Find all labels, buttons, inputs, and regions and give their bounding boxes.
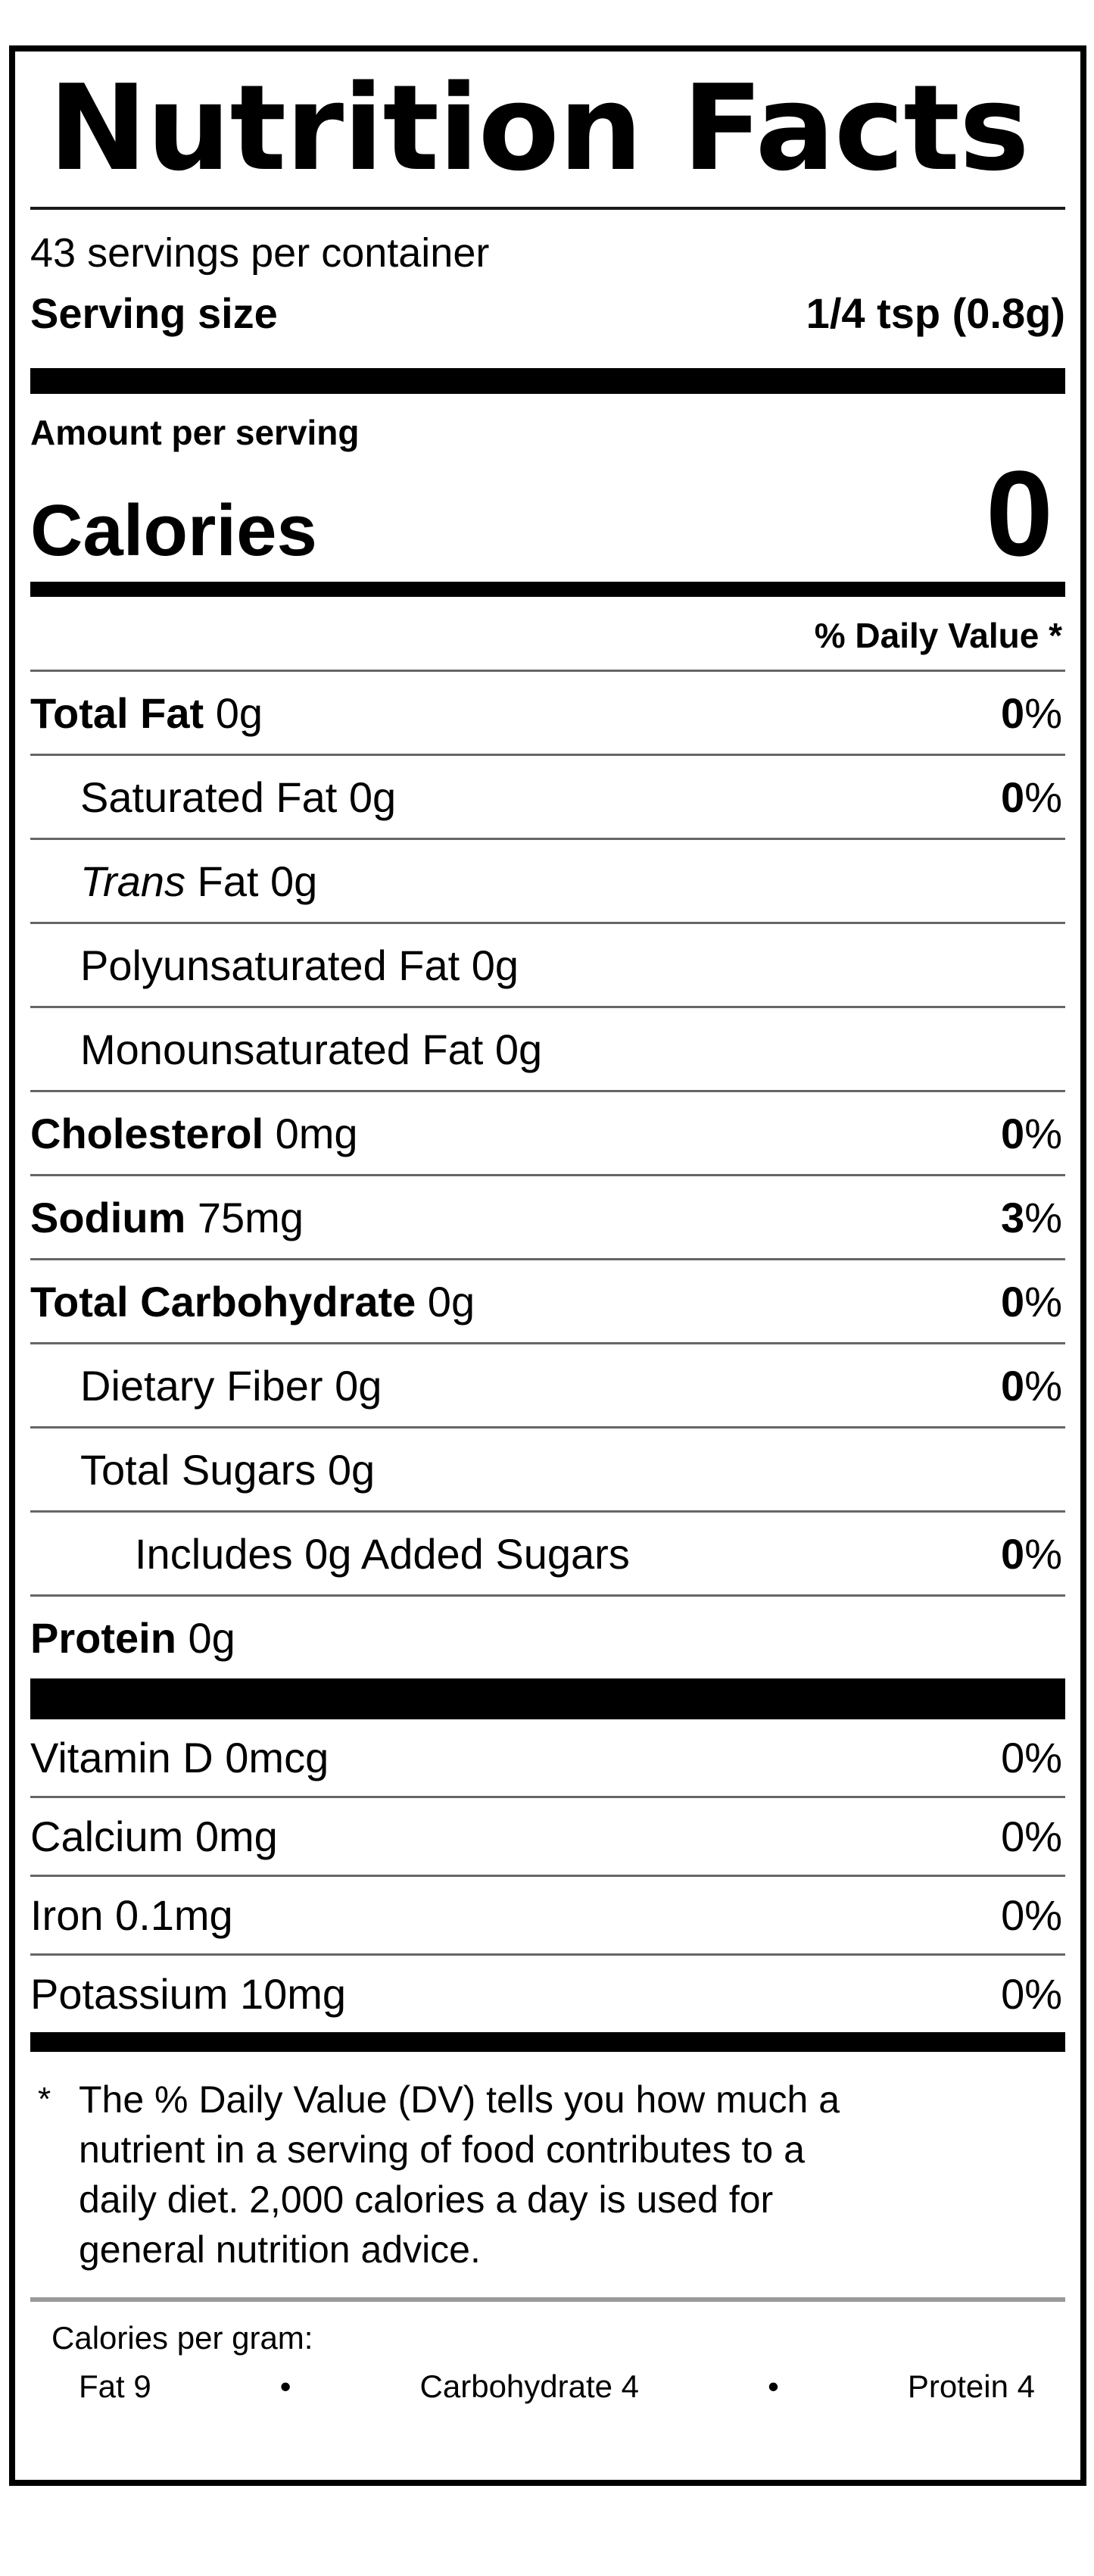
row-added-sugars: Includes 0g Added Sugars 0% xyxy=(30,1513,1065,1597)
row-protein: Protein 0g xyxy=(30,1613,235,1662)
row-monounsaturated-fat: Monounsaturated Fat 0g xyxy=(30,1008,1065,1093)
calories-label: Calories xyxy=(30,489,317,571)
row-total-carbohydrate: Total Carbohydrate 0g 0% xyxy=(30,1260,1065,1345)
row-dietary-fiber: Dietary Fiber 0g 0% xyxy=(30,1344,1065,1429)
divider-bar-protein xyxy=(30,1678,1065,1720)
dv-sodium: 3% xyxy=(1001,1193,1062,1241)
divider-bar-thick xyxy=(30,367,1065,394)
label-title: Nutrition Facts xyxy=(48,59,1030,197)
footnote-line: daily diet. 2,000 calories a day is used… xyxy=(79,2178,774,2222)
dv-total-carbohydrate: 0% xyxy=(1001,1277,1062,1325)
serving-size-label: Serving size xyxy=(30,289,278,337)
serving-size-value: 1/4 tsp (0.8g) xyxy=(806,289,1065,337)
row-total-fat: Total Fat 0g 0% xyxy=(30,672,1065,757)
row-saturated-fat: Saturated Fat 0g 0% xyxy=(30,756,1065,841)
bullet-icon: • xyxy=(279,2368,291,2405)
dv-iron: 0% xyxy=(1001,1891,1062,1940)
calories-row: Calories 0 xyxy=(30,445,1065,581)
dv-calcium: 0% xyxy=(1001,1813,1062,1861)
bullet-icon: • xyxy=(768,2368,779,2405)
footnote-line: The % Daily Value (DV) tells you how muc… xyxy=(79,2078,840,2122)
row-potassium: Potassium 10mg 0% xyxy=(30,1956,1065,2032)
footnote-line: general nutrition advice. xyxy=(79,2228,481,2272)
row-calcium: Calcium 0mg 0% xyxy=(30,1798,1065,1878)
row-cholesterol: Cholesterol 0mg 0% xyxy=(30,1092,1065,1177)
dv-added-sugars: 0% xyxy=(1001,1529,1062,1578)
cpg-carbohydrate: Carbohydrate 4 xyxy=(419,2368,640,2405)
nutrition-facts-label: Nutrition Facts 43 servings per containe… xyxy=(9,45,1086,2486)
calories-value: 0 xyxy=(986,445,1053,581)
calories-per-gram-row: Fat 9 • Carbohydrate 4 • Protein 4 xyxy=(30,2368,1065,2405)
daily-value-header: % Daily Value * xyxy=(30,597,1065,673)
row-vitamin-d: Vitamin D 0mcg 0% xyxy=(30,1719,1065,1799)
footnote-asterisk: * xyxy=(38,2081,51,2119)
amount-per-serving: Amount per serving xyxy=(30,412,360,452)
footnote-divider xyxy=(30,2297,1065,2303)
title-divider xyxy=(30,206,1065,210)
serving-size-row: Serving size 1/4 tsp (0.8g) xyxy=(30,289,1065,338)
dv-cholesterol: 0% xyxy=(1001,1109,1062,1157)
servings-per-container: 43 servings per container xyxy=(30,229,490,276)
dv-potassium: 0% xyxy=(1001,1970,1062,2019)
cpg-protein: Protein 4 xyxy=(907,2368,1035,2405)
row-iron: Iron 0.1mg 0% xyxy=(30,1877,1065,1956)
divider-bar-footnote xyxy=(30,2032,1065,2053)
row-trans-fat: Trans Fat 0g xyxy=(30,840,1065,925)
row-polyunsaturated-fat: Polyunsaturated Fat 0g xyxy=(30,924,1065,1009)
calories-per-gram-label: Calories per gram: xyxy=(51,2320,313,2356)
divider-bar-medium xyxy=(30,582,1065,598)
row-sodium: Sodium 75mg 3% xyxy=(30,1176,1065,1261)
row-total-sugars: Total Sugars 0g xyxy=(30,1429,1065,1513)
daily-value-footnote: * The % Daily Value (DV) tells you how m… xyxy=(30,2052,1065,2275)
footnote-line: nutrient in a serving of food contribute… xyxy=(79,2128,805,2172)
dv-saturated-fat: 0% xyxy=(1001,773,1062,821)
dv-dietary-fiber: 0% xyxy=(1001,1361,1062,1410)
cpg-fat: Fat 9 xyxy=(79,2368,151,2405)
dv-vitamin-d: 0% xyxy=(1001,1734,1062,1782)
dv-total-fat: 0% xyxy=(1001,688,1062,737)
